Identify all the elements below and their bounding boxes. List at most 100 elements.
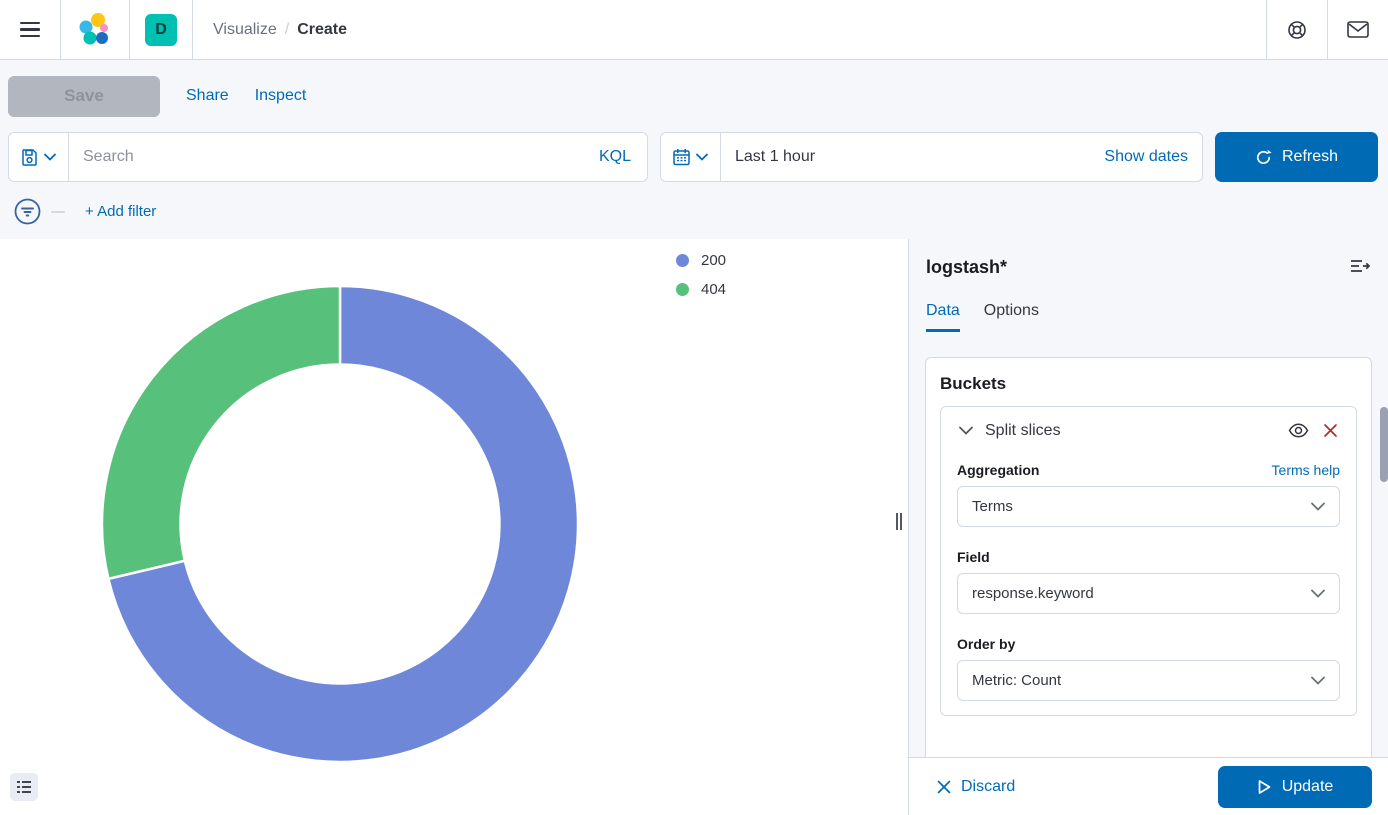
field-value: response.keyword: [972, 585, 1094, 602]
update-label: Update: [1281, 777, 1334, 795]
main-content: 200 404 logstash* Data Optio: [0, 239, 1388, 815]
bucket-item-header: Split slices: [957, 421, 1340, 440]
refresh-icon: [1256, 149, 1272, 164]
calendar-icon: [673, 149, 690, 166]
newsfeed-button[interactable]: [1328, 0, 1388, 59]
chevron-down-icon: [44, 153, 56, 161]
panel-resizer-handle[interactable]: [894, 509, 904, 533]
menu-button[interactable]: [0, 0, 60, 59]
legend-dot: [676, 254, 689, 267]
toggle-visibility-button[interactable]: [1286, 421, 1311, 440]
collapse-right-icon: [1351, 260, 1371, 272]
legend-item-200[interactable]: 200: [676, 252, 726, 269]
index-pattern-title: logstash*: [926, 257, 1008, 277]
field-label: Field: [957, 549, 990, 565]
breadcrumb: Visualize / Create: [193, 21, 347, 39]
query-bar: KQL Last 1 hour Show dates: [0, 132, 1388, 182]
breadcrumb-visualize[interactable]: Visualize: [213, 20, 277, 38]
elastic-logo-icon: [79, 12, 108, 44]
buckets-title: Buckets: [940, 374, 1007, 393]
chevron-down-icon: [959, 426, 973, 435]
panel-footer: Discard Update: [909, 757, 1388, 815]
bucket-item: Split slices: [940, 406, 1357, 716]
space-avatar: D: [145, 13, 177, 46]
update-button[interactable]: Update: [1218, 765, 1372, 808]
header-divider: [60, 0, 61, 59]
legend-item-404[interactable]: 404: [676, 281, 726, 298]
search-input[interactable]: [69, 148, 599, 166]
discard-label: Discard: [961, 777, 1016, 795]
discard-button[interactable]: Discard: [937, 778, 1015, 796]
donut-chart[interactable]: [100, 284, 580, 764]
order-by-group: Order by Metric: Count: [957, 636, 1340, 701]
top-header: D Visualize / Create: [0, 0, 1388, 60]
filter-options-button[interactable]: [12, 196, 43, 227]
inspect-button[interactable]: Inspect: [254, 87, 307, 104]
help-icon: [1288, 20, 1306, 39]
chevron-down-icon: [1311, 502, 1325, 511]
cross-icon: [937, 780, 951, 793]
search-field: KQL: [8, 132, 648, 182]
breadcrumb-separator: /: [284, 20, 290, 38]
collapse-panel-button[interactable]: [1348, 255, 1372, 280]
top-nav-actions: Save Share Inspect: [0, 60, 1388, 132]
close-icon: [1324, 424, 1337, 437]
legend: 200 404: [676, 252, 726, 298]
collapse-bucket-button[interactable]: [957, 424, 975, 437]
time-range-value[interactable]: Last 1 hour: [735, 148, 816, 165]
order-by-label: Order by: [957, 636, 1016, 652]
order-by-value: Metric: Count: [972, 672, 1062, 689]
add-filter-button[interactable]: + Add filter: [85, 203, 157, 220]
legend-label: 404: [701, 281, 727, 298]
list-icon: [17, 781, 31, 793]
panel-header: logstash*: [909, 239, 1388, 280]
aggregation-label: Aggregation: [957, 462, 1040, 478]
refresh-button[interactable]: Refresh: [1215, 132, 1378, 182]
terms-help-link[interactable]: Terms help: [1271, 462, 1340, 478]
editor-tabs: Data Options: [909, 280, 1388, 332]
field-select[interactable]: response.keyword: [957, 573, 1340, 614]
space-switcher[interactable]: D: [130, 0, 192, 59]
chevron-down-icon: [1311, 589, 1325, 598]
show-dates-button[interactable]: Show dates: [1104, 148, 1188, 165]
buckets-card: Buckets Split slices: [925, 357, 1372, 815]
pie-slice-200[interactable]: [106, 284, 580, 764]
tab-data[interactable]: Data: [926, 302, 960, 332]
legend-dot: [676, 283, 689, 296]
help-button[interactable]: [1267, 0, 1327, 59]
field-group: Field response.keyword: [957, 549, 1340, 614]
eye-icon: [1288, 423, 1309, 438]
filter-dash: [51, 210, 65, 213]
vis-editor-panel: logstash* Data Options Buckets: [908, 239, 1388, 815]
breadcrumb-create: Create: [297, 20, 348, 38]
aggregation-value: Terms: [972, 498, 1013, 515]
panel-scrollbar[interactable]: [1380, 407, 1388, 482]
legend-toggle-button[interactable]: [10, 773, 38, 801]
share-button[interactable]: Share: [186, 87, 229, 104]
quick-select-time-button[interactable]: [661, 133, 721, 181]
visualization-area: 200 404: [0, 239, 908, 815]
elastic-logo[interactable]: [61, 0, 129, 59]
pie-slice-404[interactable]: [100, 284, 342, 581]
date-picker-field: Last 1 hour Show dates: [660, 132, 1203, 182]
tab-options[interactable]: Options: [983, 302, 1039, 319]
toolbar-region: Save Share Inspect KQL: [0, 60, 1388, 239]
hamburger-icon: [20, 21, 40, 38]
order-by-select[interactable]: Metric: Count: [957, 660, 1340, 701]
chevron-down-icon: [1311, 676, 1325, 685]
saved-query-menu-button[interactable]: [9, 133, 69, 181]
query-language-button[interactable]: KQL: [598, 148, 631, 165]
chevron-down-icon: [696, 153, 708, 161]
aggregation-select[interactable]: Terms: [957, 486, 1340, 527]
save-button[interactable]: Save: [8, 75, 160, 117]
remove-bucket-button[interactable]: [1321, 421, 1340, 440]
aggregation-group: Aggregation Terms help Terms: [957, 462, 1340, 527]
play-icon: [1258, 779, 1271, 794]
filter-bar: + Add filter: [0, 182, 1388, 229]
mail-icon: [1347, 20, 1369, 38]
bucket-item-title: Split slices: [985, 421, 1061, 439]
save-icon: [22, 148, 37, 166]
filter-icon: [14, 198, 41, 225]
refresh-label: Refresh: [1281, 148, 1339, 165]
